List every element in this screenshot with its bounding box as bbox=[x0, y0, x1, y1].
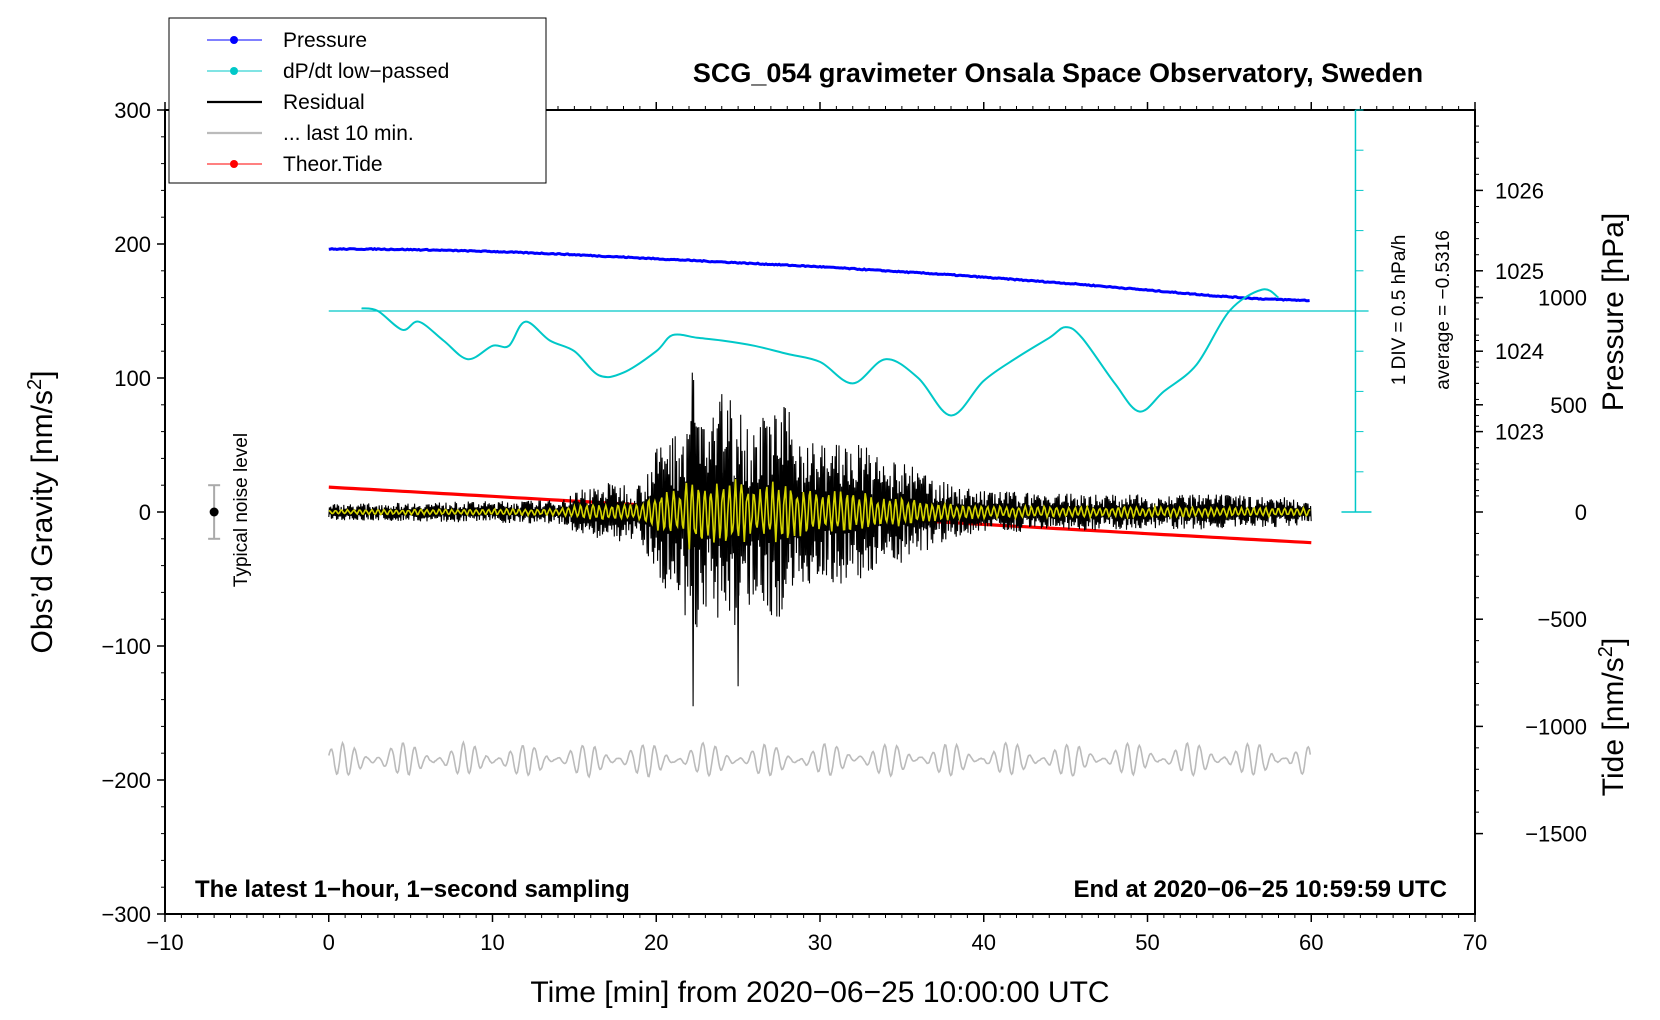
y-tick-label: 300 bbox=[114, 98, 151, 123]
pressure-line bbox=[328, 247, 1310, 303]
pressure-tick-label: 1024 bbox=[1495, 339, 1544, 364]
legend: Pressure dP/dt low−passed Residual ... last… bbox=[168, 17, 547, 184]
legend-label: dP/dt low−passed bbox=[283, 60, 449, 83]
dpdt-line bbox=[361, 288, 1280, 417]
x-tick-label: 40 bbox=[972, 930, 996, 955]
tide-tick-label: −1000 bbox=[1525, 714, 1587, 739]
x-tick-label: 10 bbox=[480, 930, 504, 955]
x-tick-label: −10 bbox=[146, 930, 183, 955]
x-tick-label: 20 bbox=[644, 930, 668, 955]
average-label: average = −0.5316 bbox=[1433, 230, 1454, 390]
legend-marker bbox=[230, 36, 238, 44]
legend-marker bbox=[230, 67, 238, 75]
legend-label: Theor.Tide bbox=[283, 153, 383, 176]
tide-tick-label: 1000 bbox=[1538, 286, 1587, 311]
div-label: 1 DIV = 0.5 hPa/h bbox=[1389, 235, 1410, 386]
y-tick-label: 100 bbox=[114, 366, 151, 391]
y-axis-title: Obs’d Gravity [nm/s2] bbox=[24, 371, 59, 654]
y-tick-label: 200 bbox=[114, 232, 151, 257]
legend-label: Residual bbox=[283, 91, 365, 114]
noise-level-indicator bbox=[208, 484, 221, 540]
pressure-axis-title: Pressure [hPa] bbox=[1597, 213, 1630, 411]
noise-label: Typical noise level bbox=[231, 433, 252, 587]
pressure-tick-label: 1025 bbox=[1495, 259, 1544, 284]
right-note: End at 2020−06−25 10:59:59 UTC bbox=[1073, 876, 1447, 903]
y-tick-label: −100 bbox=[101, 634, 151, 659]
y-tick-label: −300 bbox=[101, 902, 151, 927]
x-tick-label: 0 bbox=[323, 930, 335, 955]
residual-line bbox=[328, 372, 1312, 707]
legend-marker bbox=[230, 160, 238, 168]
residual-filtered-line bbox=[328, 479, 1311, 550]
legend-label: ... last 10 min. bbox=[283, 122, 414, 145]
pressure-tick-label: 1026 bbox=[1495, 178, 1544, 203]
tide-tick-label: −500 bbox=[1537, 607, 1587, 632]
tide-tick-label: 0 bbox=[1575, 500, 1587, 525]
legend-box bbox=[168, 17, 547, 184]
chart-title: SCG_054 gravimeter Onsala Space Observat… bbox=[693, 58, 1423, 88]
y-tick-label: −200 bbox=[101, 768, 151, 793]
x-tick-label: 50 bbox=[1135, 930, 1159, 955]
x-tick-label: 30 bbox=[808, 930, 832, 955]
last-10-min-line bbox=[328, 740, 1312, 779]
pressure-tick-label: 1023 bbox=[1495, 420, 1544, 445]
x-tick-label: 60 bbox=[1299, 930, 1323, 955]
tide-tick-label: −1500 bbox=[1525, 822, 1587, 847]
legend-label: Pressure bbox=[283, 29, 367, 52]
x-axis-title: Time [min] from 2020−06−25 10:00:00 UTC bbox=[530, 976, 1109, 1009]
series-layer bbox=[328, 247, 1369, 779]
axis-tick-labels: −10 0 10 20 30 40 50 60 703002001000−100−200−300… bbox=[101, 98, 1587, 955]
tide-axis-title: Tide [nm/s2] bbox=[1595, 638, 1630, 796]
tide-tick-label: 500 bbox=[1550, 393, 1587, 418]
x-tick-label: 70 bbox=[1463, 930, 1487, 955]
noise-bar-point bbox=[209, 507, 219, 517]
left-note: The latest 1−hour, 1−second sampling bbox=[195, 876, 630, 903]
y-tick-label: 0 bbox=[139, 500, 151, 525]
